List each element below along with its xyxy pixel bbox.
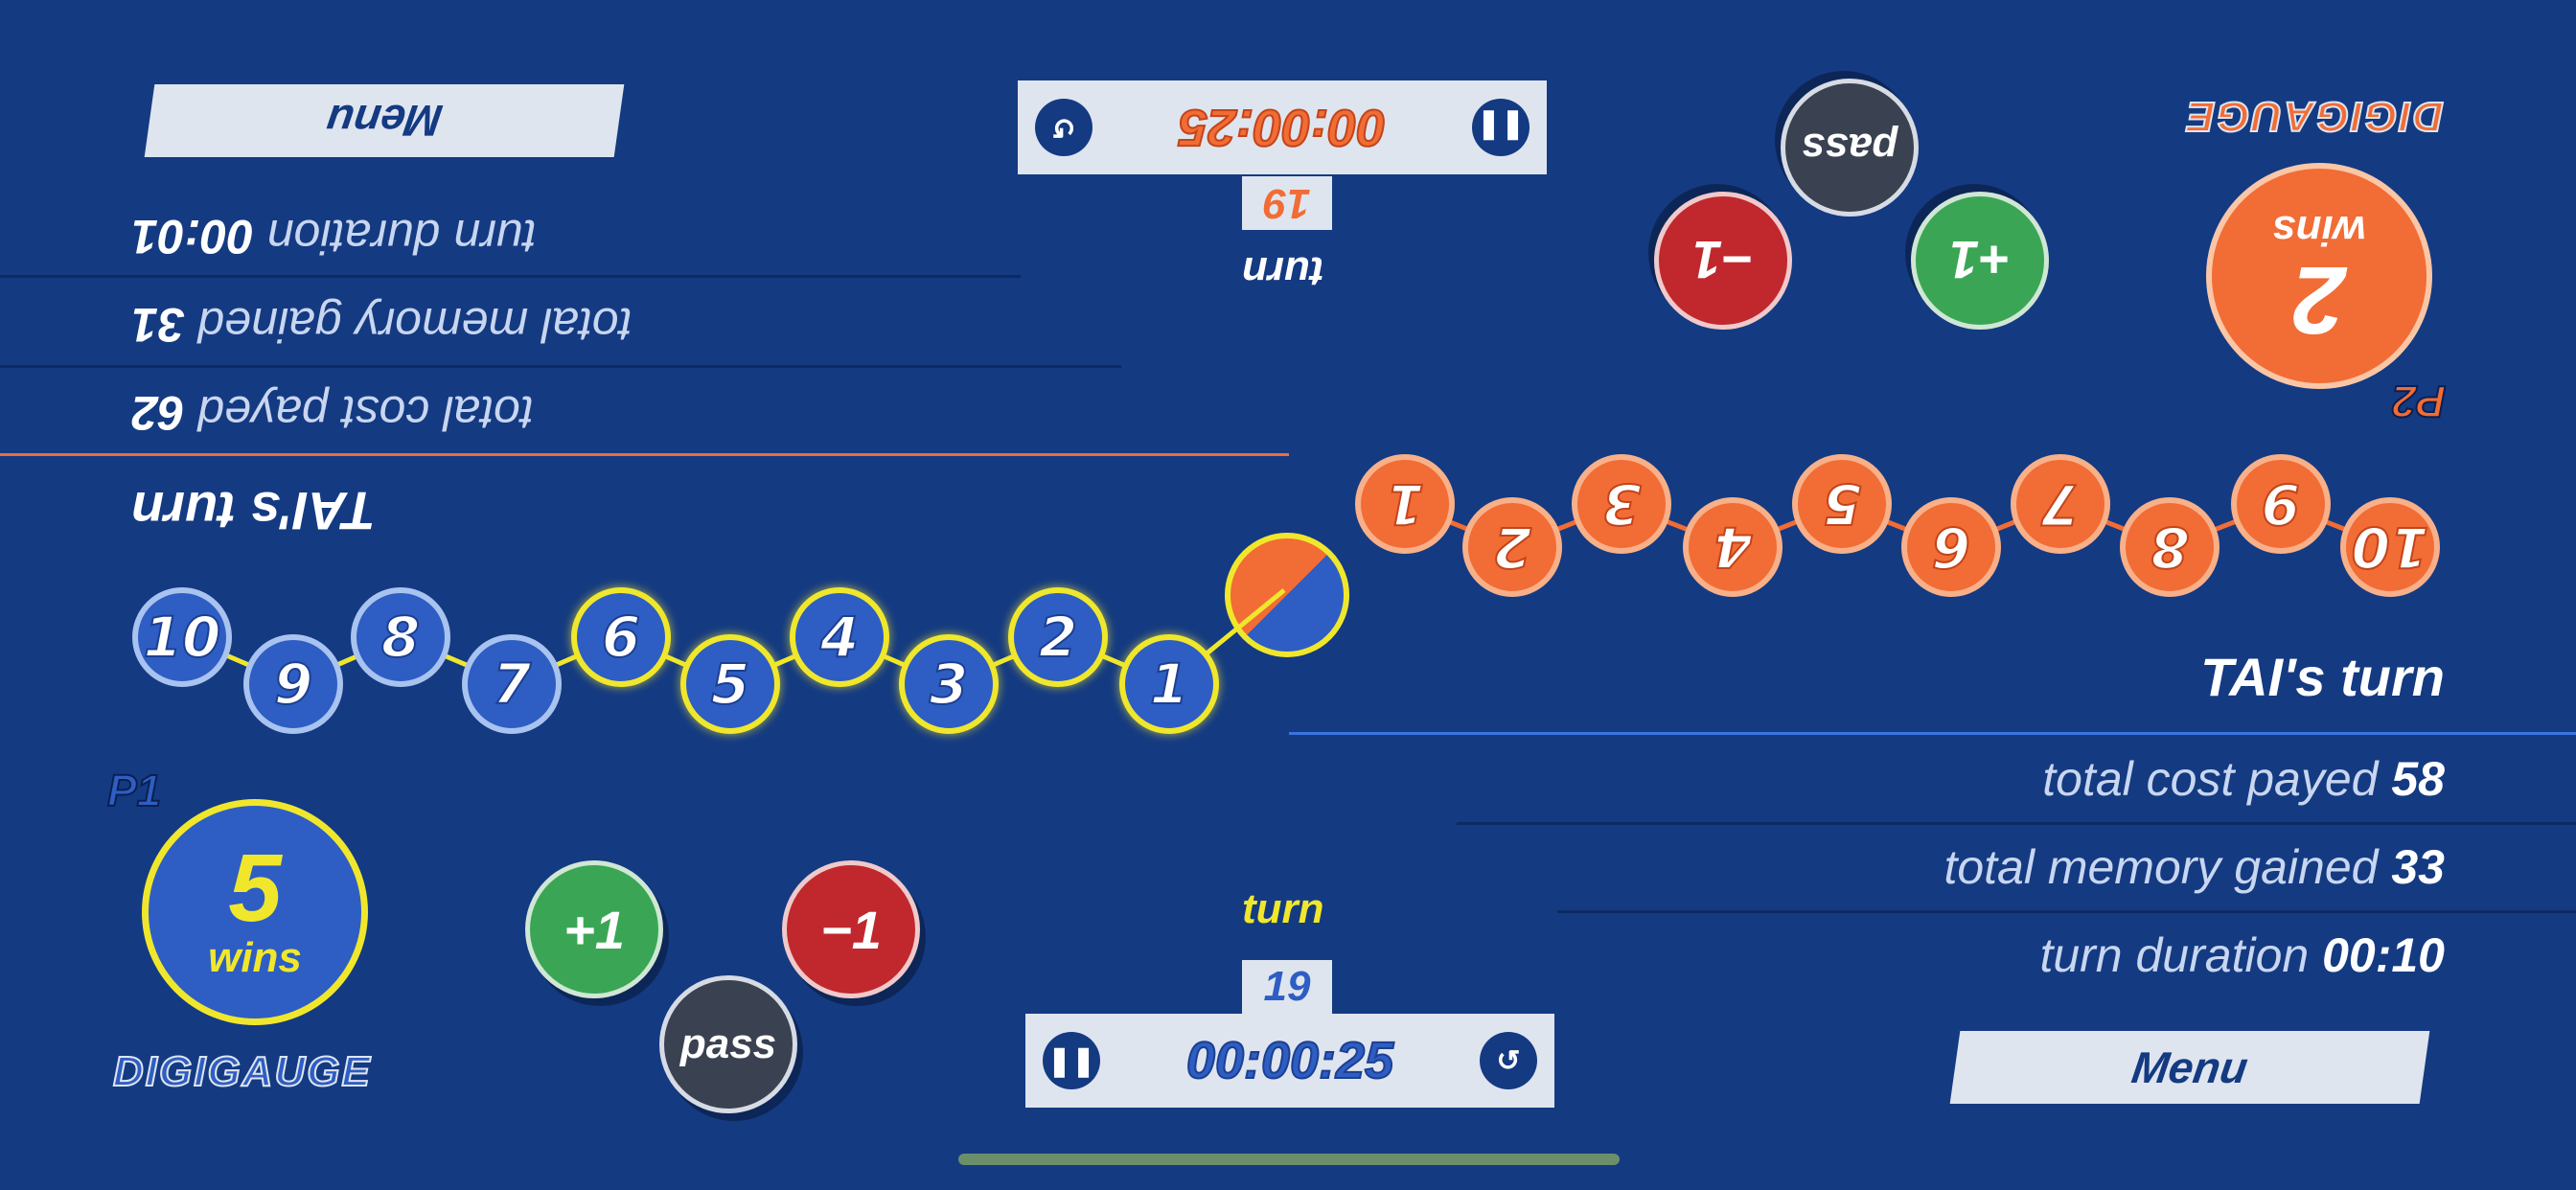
p1-minus-label: −1 [820,899,882,960]
p2-timer-wrap: ❚❚ 00:00:25 ↺ [1018,80,1547,174]
p1-chip-8[interactable]: 8 [351,587,450,687]
p2-pass-label-top: pass [1801,125,1898,172]
p1-stat-cost: total cost payed 58 [2042,752,2445,806]
p2-minus-label-top: −1 [1692,230,1754,291]
p1-pass-button[interactable]: pass [659,975,797,1113]
p2-timer-value-top: 00:00:25 [1178,98,1387,157]
p1-stat-duration: turn duration 00:10 [2039,928,2445,982]
p2-plus-button-top[interactable]: +1 [1911,192,2049,330]
p2-undo-icon-top[interactable]: ↺ [1035,99,1093,156]
p1-chip-2[interactable]: 2 [1008,587,1108,687]
p2-logo-top: DIGIGAUGE [2184,92,2445,141]
p2-wins-label-top: wins [2272,207,2366,254]
p1-chip-1[interactable]: 1 [1119,634,1219,734]
p1-chip-5[interactable]: 5 [680,634,780,734]
p1-stat-divider-1 [1457,822,2576,825]
home-indicator[interactable] [958,1154,1620,1165]
p1-wins-label: wins [208,934,302,981]
p1-stat-divider-2 [1557,910,2576,913]
p2-stat-cost-top: total cost payed 62 [131,386,534,440]
p1-minus-button[interactable]: −1 [782,860,920,998]
p1-heading-divider [1289,732,2576,735]
p1-plus-button[interactable]: +1 [525,860,663,998]
p1-turn-label: turn [1242,885,1324,932]
p1-wins-count: 5 [228,835,282,942]
p1-label: P1 [106,765,162,816]
p1-timer: ❚❚ 00:00:25 ↺ [1025,1014,1554,1108]
p2-wins-badge-top: 2 wins [2206,163,2432,389]
p2-stat-divider-1-top [0,365,1121,368]
p2-pass-button-top[interactable]: pass [1781,79,1919,217]
p1-chip-6[interactable]: 6 [571,587,671,687]
p1-plus-label: +1 [564,899,625,960]
p1-pause-icon[interactable]: ❚❚ [1043,1032,1100,1089]
p1-chip-10[interactable]: 10 [132,587,232,687]
p2-pause-icon-top[interactable]: ❚❚ [1472,99,1530,156]
p1-wins-badge: 5 wins [142,799,368,1025]
p2-menu-label: Menu [323,96,446,146]
p2-plus-label-top: +1 [1949,230,2011,291]
p1-timer-value: 00:00:25 [1185,1031,1394,1090]
p1-stat-memory: total memory gained 33 [1944,840,2445,894]
p2-heading-divider-top [0,453,1289,456]
p1-menu-label: Menu [2128,1042,2251,1092]
p2-wins-count-top: 2 [2292,246,2346,354]
p1-turn-number: 19 [1242,960,1332,1014]
center-split-token [1225,533,1349,657]
p1-pass-label: pass [679,1020,777,1067]
p2-label-top: P2 [2391,376,2447,427]
p2-stat-memory-top: total memory gained 31 [131,298,632,352]
p1-menu-button[interactable]: Menu [1949,1031,2430,1104]
p2-minus-button-top[interactable]: −1 [1654,192,1792,330]
p2-stats-block: TAI's turn total cost payed 62 total mem… [0,188,1289,542]
p1-turn-heading: TAI's turn [2200,647,2445,707]
p2-stat-divider-2-top [0,275,1021,278]
p1-chip-3[interactable]: 3 [899,634,999,734]
p1-logo: DIGIGAUGE [112,1047,372,1096]
p1-chip-9[interactable]: 9 [243,634,343,734]
p1-chip-7[interactable]: 7 [462,634,562,734]
p1-chip-4[interactable]: 4 [790,587,889,687]
p2-stat-duration-top: turn duration 00:01 [131,210,537,263]
p1-undo-icon[interactable]: ↺ [1479,1032,1537,1089]
p2-heading-top: TAI's turn [131,481,376,541]
p2-menu-button[interactable]: Menu [144,84,625,157]
